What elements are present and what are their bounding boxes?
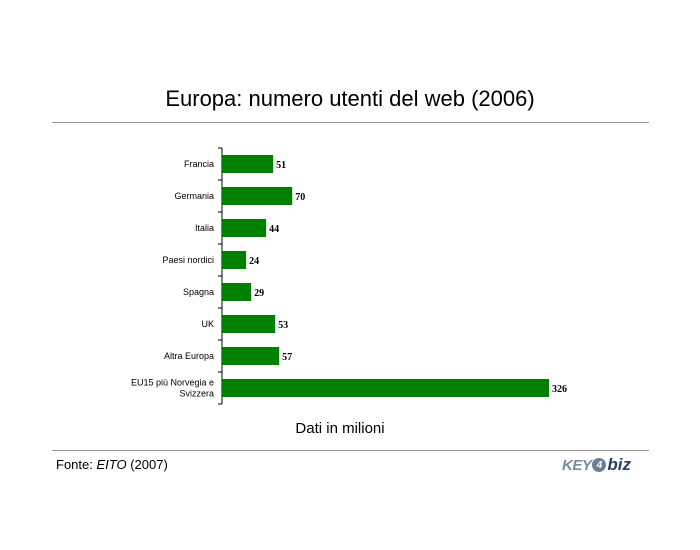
- logo-part-key: KEY: [562, 456, 592, 474]
- bar: [222, 315, 276, 333]
- category-label: EU15 più Norvegia e Svizzera: [131, 378, 214, 399]
- source-name: EITO: [96, 457, 127, 472]
- bar: [222, 219, 267, 237]
- category-label: Altra Europa: [164, 351, 214, 361]
- category-label: Paesi nordici: [162, 255, 214, 265]
- footer-divider: [52, 450, 649, 451]
- bar: [222, 283, 252, 301]
- data-label: 326: [552, 384, 567, 395]
- category-label: UK: [201, 319, 214, 329]
- data-label: 53: [278, 320, 288, 331]
- key4biz-logo: KEY 4 biz: [562, 454, 631, 476]
- data-label: 44: [269, 224, 279, 235]
- bar: [222, 155, 274, 173]
- data-label: 70: [295, 192, 305, 203]
- data-label: 51: [276, 160, 286, 171]
- bar: [222, 347, 280, 365]
- bar: [222, 251, 247, 269]
- category-label: Italia: [195, 223, 214, 233]
- x-axis-label: Dati in milioni: [295, 420, 385, 437]
- title-divider: [52, 122, 649, 123]
- logo-part-four: 4: [592, 458, 607, 472]
- source-note: Fonte: EITO (2007): [56, 457, 168, 472]
- data-label: 57: [282, 352, 292, 363]
- page-title: Europa: numero utenti del web (2006): [165, 86, 535, 111]
- source-suffix: (2007): [126, 457, 168, 472]
- category-label: Spagna: [183, 287, 214, 297]
- category-label: Francia: [184, 159, 214, 169]
- category-label: Germania: [174, 191, 214, 201]
- logo-part-biz: biz: [607, 455, 631, 474]
- bar: [222, 379, 549, 397]
- data-label: 24: [249, 256, 259, 267]
- bar: [222, 187, 293, 205]
- data-label: 29: [254, 288, 264, 299]
- source-prefix: Fonte:: [56, 457, 97, 472]
